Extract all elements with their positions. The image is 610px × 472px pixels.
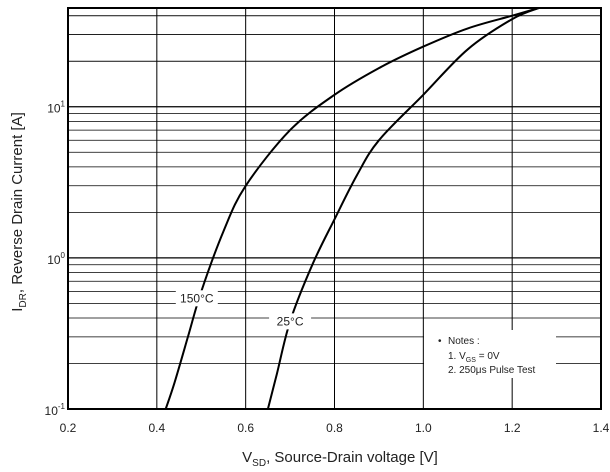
y-tick-exponent: 1 xyxy=(61,100,66,109)
series-label-150c-background xyxy=(175,290,218,307)
y-tick-base: 10 xyxy=(47,253,61,267)
notes-bullet: • xyxy=(438,336,442,347)
series-label-25c-background xyxy=(269,313,312,330)
x-tick-label: 0.8 xyxy=(326,421,343,435)
notes-line-1: 1. VGS = 0V xyxy=(448,351,500,364)
notes-line-1-prefix: 1. V xyxy=(448,351,466,362)
curve-labels: 150°C 25°C xyxy=(175,290,312,330)
data-curves xyxy=(164,7,540,410)
x-tick-label: 0.6 xyxy=(237,421,254,435)
notes-title: Notes : xyxy=(448,336,480,347)
x-tick-label: 1.4 xyxy=(593,421,610,435)
x-axis-title: VSD, Source-Drain voltage [V] xyxy=(242,449,438,469)
x-tick-labels: 0.2 0.4 0.6 0.8 1.0 1.2 1.4 xyxy=(60,421,610,435)
notes-line-2: 2. 250μs Pulse Test xyxy=(448,365,536,376)
series-line-0 xyxy=(164,7,540,410)
notes-line-1-rest: = 0V xyxy=(476,351,500,362)
notes-box: • Notes : 1. VGS = 0V 2. 250μs Pulse Tes… xyxy=(424,330,556,378)
y-axis-title-rest: , Reverse Drain Current [A] xyxy=(9,112,26,293)
series-line-1 xyxy=(266,7,540,410)
x-tick-label: 0.2 xyxy=(60,421,77,435)
notes-line-1-subscript: GS xyxy=(466,357,476,364)
y-tick-label: 101 xyxy=(47,100,65,116)
y-axis-title-subscript: DR xyxy=(18,293,29,307)
x-axis-title-main: V xyxy=(242,449,252,466)
x-tick-label: 0.4 xyxy=(148,421,165,435)
y-tick-base: 10 xyxy=(47,102,61,116)
y-tick-label: 10-1 xyxy=(45,402,66,418)
x-tick-label: 1.2 xyxy=(504,421,521,435)
series-label-150c: 150°C xyxy=(180,291,214,305)
plot-frame xyxy=(67,7,602,410)
y-tick-exponent: -1 xyxy=(58,402,66,411)
x-tick-label: 1.0 xyxy=(415,421,432,435)
y-tick-exponent: 0 xyxy=(61,251,66,260)
y-tick-label: 100 xyxy=(47,251,65,267)
series-label-25c: 25°C xyxy=(277,314,304,328)
y-axis-title: IDR, Reverse Drain Current [A] xyxy=(9,112,29,312)
x-axis-title-rest: , Source-Drain voltage [V] xyxy=(266,449,438,466)
y-axis-title-main: I xyxy=(9,308,26,312)
x-axis-title-subscript: SD xyxy=(252,458,266,469)
y-tick-base: 10 xyxy=(45,404,59,418)
